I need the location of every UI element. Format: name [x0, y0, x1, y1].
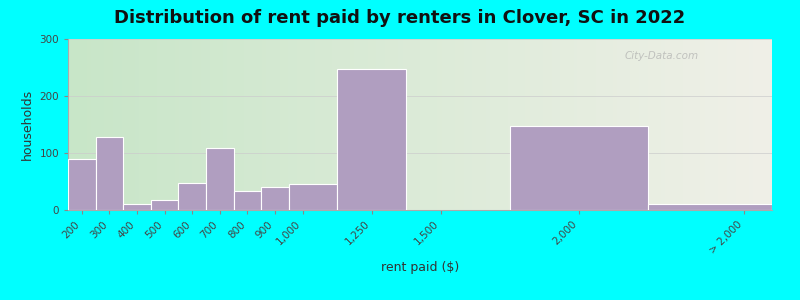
Bar	[262, 187, 289, 210]
Bar	[151, 200, 178, 210]
X-axis label: rent paid ($): rent paid ($)	[381, 261, 459, 274]
Y-axis label: households: households	[21, 89, 34, 160]
Text: Distribution of rent paid by renters in Clover, SC in 2022: Distribution of rent paid by renters in …	[114, 9, 686, 27]
Bar	[510, 126, 648, 210]
Bar	[337, 69, 406, 210]
Bar	[206, 148, 234, 210]
Bar	[68, 159, 96, 210]
Bar	[178, 183, 206, 210]
Bar	[123, 204, 151, 210]
Bar	[96, 137, 123, 210]
Bar	[289, 184, 337, 210]
Text: City-Data.com: City-Data.com	[624, 51, 698, 61]
Bar	[648, 204, 772, 210]
Bar	[234, 191, 262, 210]
